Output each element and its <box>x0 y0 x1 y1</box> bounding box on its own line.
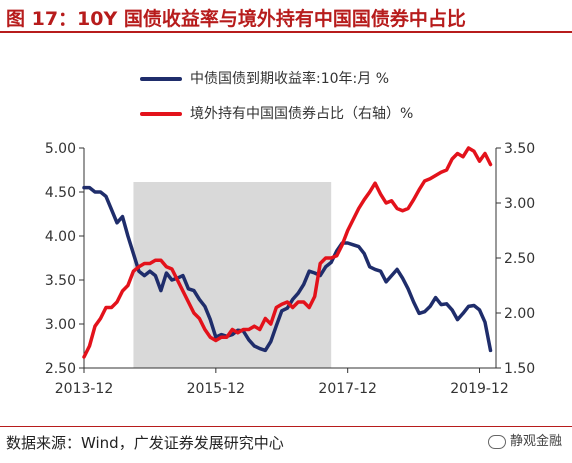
wechat-icon <box>487 434 506 449</box>
footer-divider <box>0 426 572 427</box>
left-axis-tick-label: 4.00 <box>45 229 76 245</box>
right-axis-tick-label: 2.50 <box>504 251 535 267</box>
legend-item-yield: 中债国债到期收益率:10年:月 % <box>140 68 389 88</box>
legend-swatch-yield <box>140 77 182 81</box>
legend-label-yield: 中债国债到期收益率:10年:月 % <box>190 71 390 87</box>
right-axis-tick-label: 3.50 <box>504 141 535 157</box>
shaded-region <box>133 182 332 368</box>
left-axis-tick-label: 3.50 <box>45 273 76 289</box>
axes-layer: 2.50 3.00 3.50 4.00 4.50 5.00 1.50 2.00 2.50 3.00… <box>45 141 535 397</box>
x-axis-tick-label: 2019-12 <box>450 381 509 397</box>
left-axis-tick-label: 5.00 <box>45 141 76 157</box>
right-axis-tick-label: 3.00 <box>504 196 535 212</box>
left-axis-tick-label: 4.50 <box>45 185 76 201</box>
watermark-text: 静观金融 <box>509 434 562 449</box>
right-axis-tick-label: 1.50 <box>504 361 535 377</box>
right-axis-tick-label: 2.00 <box>504 306 535 322</box>
series-line-foreign-share <box>82 146 493 359</box>
legend-swatch-foreign-share <box>140 112 182 116</box>
chart-title: 图 17：10Y 国债收益率与境外持有中国国债券中占比 <box>6 8 466 30</box>
line-chart: 2.50 3.00 3.50 4.00 4.50 5.00 1.50 2.00 2.50 3.00… <box>45 141 535 397</box>
series-layer <box>82 146 493 359</box>
series-line-yield <box>82 185 493 353</box>
shaded-region-layer <box>133 182 332 368</box>
left-axis-tick-label: 2.50 <box>45 361 76 377</box>
chart-title-bar: 图 17：10Y 国债收益率与境外持有中国国债券中占比 <box>0 0 572 33</box>
x-axis-tick-label: 2015-12 <box>187 381 246 397</box>
legend-label-foreign-share: 境外持有中国国债券占比（右轴）% <box>190 106 414 122</box>
left-axis-tick-label: 3.00 <box>45 317 76 333</box>
legend-item-foreign-share: 境外持有中国国债券占比（右轴）% <box>140 103 413 123</box>
watermark: 静观金融 <box>487 430 562 449</box>
x-axis-tick-label: 2017-12 <box>318 381 377 397</box>
x-axis-tick-label: 2013-12 <box>55 381 114 397</box>
data-source-note: 数据来源：Wind，广发证券发展研究中心 <box>6 434 284 452</box>
